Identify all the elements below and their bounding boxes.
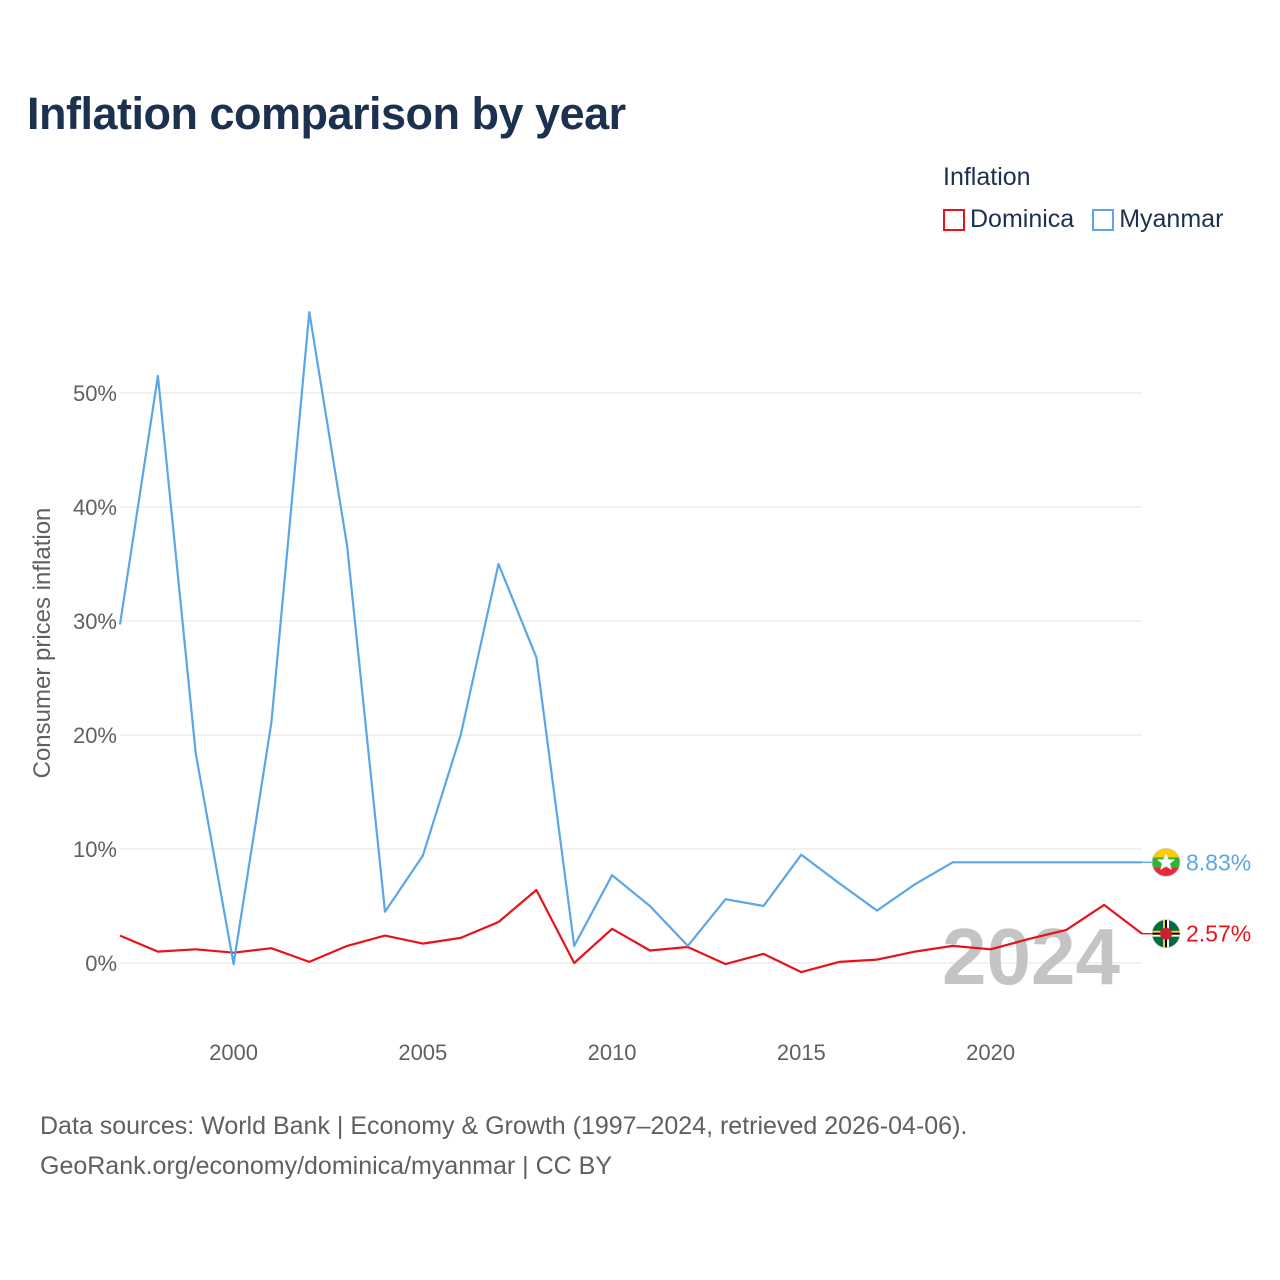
legend-item-myanmar[interactable]: Myanmar — [1092, 205, 1223, 234]
legend-swatch-myanmar — [1092, 208, 1115, 231]
legend-label-dominica: Dominica — [970, 205, 1075, 233]
legend-swatch-dominica — [943, 208, 965, 231]
x-tick-label: 2020 — [966, 1040, 1015, 1065]
data-sources: Data sources: World Bank | Economy & Gro… — [40, 1106, 967, 1186]
dominica-flag-icon — [1151, 919, 1181, 949]
end-value-label: 2.57% — [1186, 921, 1251, 947]
sources-link[interactable]: GeoRank.org/economy/dominica/myanmar | C… — [40, 1152, 612, 1180]
legend-item-dominica[interactable]: Dominica — [943, 205, 1074, 234]
y-axis-label: Consumer prices inflation — [29, 508, 56, 779]
y-tick-label: 10% — [73, 837, 117, 862]
x-tick-label: 2015 — [777, 1040, 826, 1065]
chart-title: Inflation comparison by year — [27, 88, 626, 139]
x-tick-label: 2000 — [209, 1040, 258, 1065]
end-value-label: 8.83% — [1186, 849, 1251, 875]
legend-title: Inflation — [943, 163, 1031, 191]
sources-line-1: Data sources: World Bank | Economy & Gro… — [40, 1112, 968, 1140]
y-tick-label: 30% — [73, 609, 117, 634]
myanmar-flag-icon — [1151, 847, 1181, 877]
x-tick-label: 2005 — [398, 1040, 447, 1065]
line-chart: 0% 10% 20% 30% 40% 50% 2000 2005 2010 2015 2020 2… — [29, 311, 1251, 1065]
x-tick-label: 2010 — [588, 1040, 637, 1065]
legend: Dominica Myanmar — [943, 205, 1223, 234]
year-watermark: 2024 — [942, 912, 1120, 1001]
y-tick-label: 40% — [73, 495, 117, 520]
series-line-dominica — [119, 888, 1143, 974]
series-line-myanmar — [118, 311, 1142, 966]
y-tick-label: 20% — [73, 723, 117, 748]
y-tick-label: 50% — [73, 381, 117, 406]
legend-label-myanmar: Myanmar — [1119, 205, 1224, 233]
y-tick-label: 0% — [85, 951, 117, 976]
